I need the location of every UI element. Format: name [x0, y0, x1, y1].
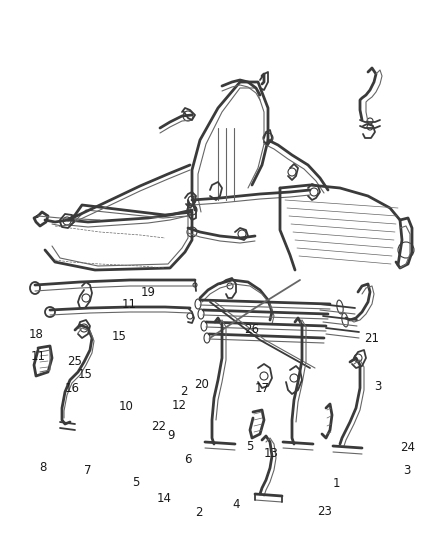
Text: 14: 14 — [157, 492, 172, 505]
Text: 20: 20 — [194, 378, 209, 391]
Text: 26: 26 — [244, 323, 259, 336]
Text: 3: 3 — [404, 464, 411, 477]
Text: 9: 9 — [167, 430, 175, 442]
Text: 6: 6 — [184, 453, 192, 466]
Text: 12: 12 — [171, 399, 186, 411]
Text: 22: 22 — [151, 420, 166, 433]
Text: 15: 15 — [112, 330, 127, 343]
Text: 7: 7 — [84, 464, 92, 477]
Text: 18: 18 — [28, 328, 43, 341]
Text: 2: 2 — [195, 506, 203, 519]
Text: 10: 10 — [119, 400, 134, 413]
Text: 23: 23 — [317, 505, 332, 518]
Text: 16: 16 — [65, 382, 80, 394]
Text: 25: 25 — [67, 355, 82, 368]
Text: 11: 11 — [31, 350, 46, 362]
Text: 4: 4 — [232, 498, 240, 511]
Text: 24: 24 — [400, 441, 415, 454]
Text: 17: 17 — [254, 382, 269, 394]
Text: 3: 3 — [374, 380, 381, 393]
Text: 1: 1 — [332, 478, 340, 490]
Text: 11: 11 — [122, 298, 137, 311]
Text: 19: 19 — [141, 286, 155, 298]
Text: 21: 21 — [364, 332, 379, 345]
Text: 5: 5 — [246, 440, 253, 453]
Text: 15: 15 — [78, 368, 93, 381]
Text: 13: 13 — [263, 447, 278, 459]
Text: 8: 8 — [39, 462, 46, 474]
Text: 2: 2 — [180, 385, 188, 398]
Text: 5: 5 — [132, 476, 139, 489]
